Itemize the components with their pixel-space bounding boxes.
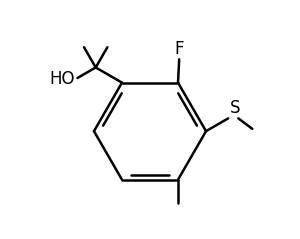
Text: S: S [230, 99, 240, 117]
Text: F: F [174, 40, 184, 58]
Text: HO: HO [49, 70, 75, 88]
